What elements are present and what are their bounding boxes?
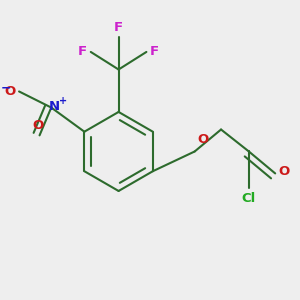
Text: +: + [59, 96, 67, 106]
Text: O: O [279, 166, 290, 178]
Text: F: F [114, 21, 123, 34]
Text: F: F [150, 45, 159, 58]
Text: O: O [32, 119, 44, 132]
Text: N: N [49, 100, 60, 113]
Text: O: O [4, 85, 16, 98]
Text: F: F [78, 45, 87, 58]
Text: O: O [197, 133, 208, 146]
Text: Cl: Cl [242, 192, 256, 205]
Text: −: − [1, 81, 11, 94]
